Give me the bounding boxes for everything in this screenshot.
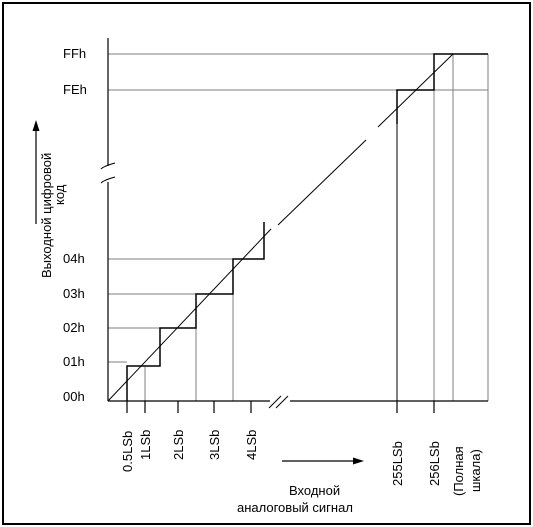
staircase-upper [396,53,488,124]
x-tick-3lsb: 3LSb [207,430,222,460]
y-tick-feh: FEh [63,82,87,97]
y-axis-title-line2: код [52,184,67,205]
y-tick-00h: 00h [63,389,85,404]
grid-lines [108,53,489,401]
x-axis-break-icon [268,395,289,409]
x-tick-2lsb: 2LSb [171,430,186,460]
x-axis-title-arrow-icon [282,457,364,465]
x-tick-255lsb: 255LSb [390,441,405,486]
x-tick-0-5lsb: 0.5LSb [120,431,135,472]
y-tick-04h: 04h [63,251,85,266]
x-axis-title-line2: аналоговый сигнал [237,500,353,515]
x-tick-256lsb: 256LSb [427,441,442,486]
x-tick-marks [126,401,435,413]
axes [107,38,488,402]
full-scale-label-line1: (Полная [451,446,466,496]
staircase-lower [126,222,265,401]
y-axis-title-arrow-icon [32,120,40,224]
x-tick-1lsb: 1LSb [138,430,153,460]
y-tick-02h: 02h [63,320,85,335]
y-tick-01h: 01h [63,354,85,369]
x-tick-4lsb: 4LSb [244,430,259,460]
y-tick-ffh: FFh [63,46,86,61]
y-axis-title-line1: Выходной цифровой [39,153,54,278]
y-tick-03h: 03h [63,286,85,301]
y-axis-break-icon [100,162,116,184]
x-axis-title-line1: Входной [289,483,340,498]
full-scale-label-line2: шкала) [468,449,483,492]
